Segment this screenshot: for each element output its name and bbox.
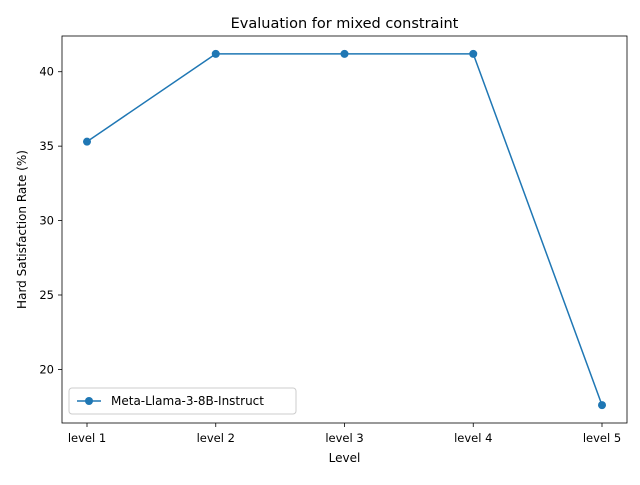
legend-box [68,387,297,415]
y-axis-label: Hard Satisfaction Rate (%) [15,150,29,309]
legend: Meta-Llama-3-8B-Instruct [68,387,297,415]
data-point [598,401,606,410]
y-axis-ticks: 20 25 30 35 40 [39,65,62,376]
y-tick-label: 40 [39,65,54,79]
x-axis-label: Level [329,451,361,465]
data-point [83,137,91,146]
y-tick-label: 25 [39,288,54,302]
x-tick-label: level 4 [454,431,492,445]
data-point [211,49,220,58]
data-point [340,49,349,58]
x-tick-label: level 3 [325,431,363,445]
chart-title: Evaluation for mixed constraint [231,16,459,32]
y-tick-label: 30 [39,214,54,228]
x-axis-ticks: level 1 level 2 level 3 level 4 level 5 [68,423,621,445]
x-tick-label: level 5 [583,431,621,445]
legend-series-label: Meta-Llama-3-8B-Instruct [111,394,264,408]
y-tick-label: 20 [39,362,54,376]
data-point [469,49,478,58]
y-tick-label: 35 [39,139,54,153]
x-tick-label: level 1 [68,431,106,445]
series-layer [83,49,606,410]
plot-area-frame [61,35,628,424]
legend-series-marker [85,397,93,405]
x-tick-label: level 2 [197,431,235,445]
